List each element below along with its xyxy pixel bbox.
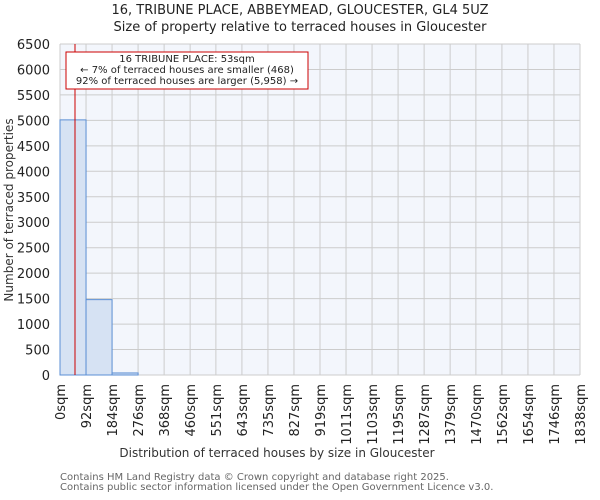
x-tick-label: 1195sqm — [392, 384, 407, 445]
y-tick-label: 2000 — [17, 267, 50, 282]
y-tick-label: 6000 — [17, 63, 50, 78]
chart-subtitle: Size of property relative to terraced ho… — [113, 20, 487, 35]
y-tick-label: 0 — [42, 369, 50, 384]
chart-title: 16, TRIBUNE PLACE, ABBEYMEAD, GLOUCESTER… — [111, 3, 489, 18]
x-tick-label: 1103sqm — [366, 384, 381, 445]
annotation-line-2: ← 7% of terraced houses are smaller (468… — [80, 65, 294, 76]
x-tick-label: 735sqm — [262, 384, 277, 437]
x-tick-label: 827sqm — [288, 384, 303, 437]
y-tick-label: 1000 — [17, 318, 50, 333]
x-axis-ticks: 0sqm 92sqm 184sqm 276sqm 368sqm 460sqm 551sqm 6… — [54, 384, 589, 445]
x-tick-label: 368sqm — [158, 384, 173, 437]
histogram-bar — [85, 299, 113, 376]
y-tick-label: 2500 — [17, 242, 50, 257]
y-tick-label: 5000 — [17, 114, 50, 129]
grid-lines — [59, 43, 581, 376]
y-tick-label: 6500 — [17, 38, 50, 53]
annotation-line-1: 16 TRIBUNE PLACE: 53sqm — [119, 54, 254, 65]
x-tick-label: 1562sqm — [496, 384, 511, 445]
x-tick-label: 551sqm — [210, 384, 225, 437]
x-tick-label: 276sqm — [132, 384, 147, 437]
x-tick-label: 184sqm — [106, 384, 121, 437]
x-tick-label: 92sqm — [80, 384, 95, 428]
y-tick-label: 1500 — [17, 293, 50, 308]
x-tick-label: 0sqm — [54, 384, 69, 420]
x-tick-label: 1470sqm — [470, 384, 485, 445]
y-tick-label: 4000 — [17, 165, 50, 180]
y-tick-label: 500 — [25, 344, 50, 359]
y-tick-label: 5500 — [17, 89, 50, 104]
y-tick-label: 3500 — [17, 191, 50, 206]
bars — [59, 119, 139, 376]
x-tick-label: 460sqm — [184, 384, 199, 437]
y-tick-label: 4500 — [17, 140, 50, 155]
footer-attribution-1: Contains HM Land Registry data © Crown c… — [60, 472, 449, 483]
histogram-bar — [59, 119, 87, 376]
x-tick-label: 1011sqm — [340, 384, 355, 445]
x-tick-label: 643sqm — [236, 384, 251, 437]
footer-attribution-2: Contains public sector information licen… — [60, 482, 494, 493]
x-tick-label: 1746sqm — [548, 384, 563, 445]
x-axis-label: Distribution of terraced houses by size … — [119, 446, 434, 460]
x-tick-label: 1379sqm — [444, 384, 459, 445]
y-axis-ticks: 0 500 1000 1500 2000 2500 3000 3500 4000 4500 5000… — [17, 38, 50, 384]
histogram-bar — [111, 372, 139, 376]
x-tick-label: 1287sqm — [418, 384, 433, 445]
y-axis-label: Number of terraced properties — [2, 118, 16, 301]
annotation-box: 16 TRIBUNE PLACE: 53sqm ← 7% of terraced… — [65, 51, 309, 90]
y-tick-label: 3000 — [17, 216, 50, 231]
annotation-line-3: 92% of terraced houses are larger (5,958… — [76, 76, 298, 87]
x-tick-label: 1838sqm — [574, 384, 589, 445]
x-tick-label: 1654sqm — [522, 384, 537, 445]
x-tick-label: 919sqm — [314, 384, 329, 437]
